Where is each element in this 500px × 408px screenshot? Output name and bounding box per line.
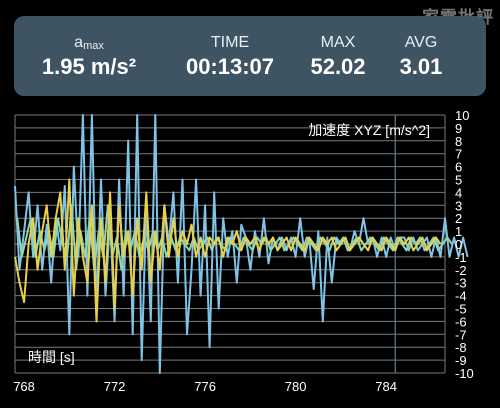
y-tick-label: -10: [455, 366, 474, 381]
chart-grid: [14, 114, 446, 374]
y-tick-label: 1: [455, 224, 462, 239]
y-tick-label: 8: [455, 134, 462, 149]
x-tick-label: 776: [194, 379, 216, 394]
y-tick-label: 0: [455, 237, 462, 252]
x-tick-label: 780: [285, 379, 307, 394]
y-tick-label: -8: [455, 340, 467, 355]
y-tick-label: 4: [455, 185, 462, 200]
y-tick-label: 10: [455, 108, 469, 123]
series-line-3: [14, 178, 442, 323]
stat-time-label: TIME: [210, 34, 250, 51]
chart-title: 加速度 XYZ [m/s^2]: [308, 122, 430, 138]
stat-amax-label: amax: [74, 34, 104, 52]
y-tick-label: -5: [455, 302, 467, 317]
stat-max-label: MAX: [320, 34, 356, 51]
x-tick-label: 768: [13, 379, 35, 394]
stat-amax-value: 1.95 m/s²: [41, 54, 137, 79]
stat-avg-value: 3.01: [399, 54, 443, 79]
y-tick-label: 3: [455, 198, 462, 213]
y-tick-label: -2: [455, 263, 467, 278]
y-tick-label: 5: [455, 173, 462, 188]
y-tick-label: -3: [455, 276, 467, 291]
stats-panel: amax 1.95 m/s² TIME 00:13:07 MAX 52.02 A…: [14, 16, 486, 96]
y-tick-label: 6: [455, 160, 462, 175]
stat-time-value: 00:13:07: [185, 54, 275, 79]
y-tick-label: 9: [455, 121, 462, 136]
series-line-2: [16, 204, 453, 271]
x-tick-label: 784: [375, 379, 397, 394]
y-tick-label: -4: [455, 289, 467, 304]
chart-x-axis-label: 時間 [s]: [28, 349, 75, 365]
y-tick-label: 2: [455, 211, 462, 226]
y-tick-label: -6: [455, 314, 467, 329]
chart-series-layer: [14, 114, 469, 374]
series-line-1: [14, 114, 469, 374]
y-tick-label: 7: [455, 147, 462, 162]
y-tick-label: -9: [455, 353, 467, 368]
y-tick-label: -7: [455, 327, 467, 342]
y-tick-label: -1: [455, 250, 467, 265]
stat-avg-label: AVG: [404, 34, 438, 51]
x-tick-label: 772: [104, 379, 126, 394]
stat-max-value: 52.02: [310, 54, 366, 79]
